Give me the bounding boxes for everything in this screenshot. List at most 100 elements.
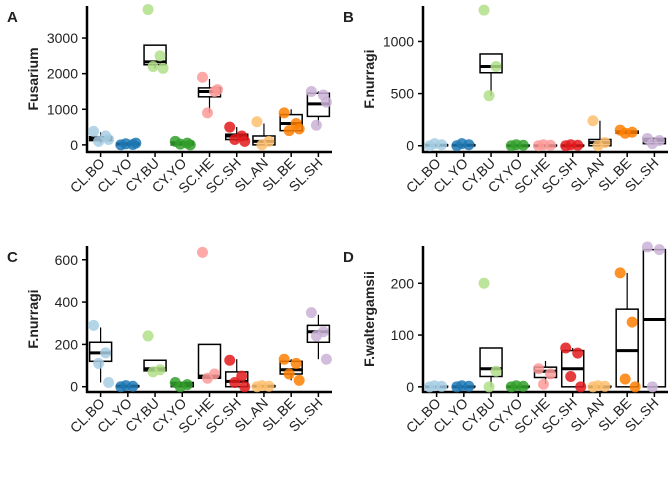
data-point: [236, 370, 248, 382]
data-point: [239, 135, 251, 147]
data-point: [545, 368, 556, 380]
box: [479, 347, 503, 378]
data-point: [103, 376, 115, 388]
data-point: [147, 61, 159, 73]
data-point: [290, 357, 302, 369]
data-point: [93, 357, 105, 369]
data-point: [587, 115, 599, 127]
y-tick-label: 2000: [47, 66, 78, 82]
data-point: [174, 381, 186, 393]
data-point: [310, 330, 322, 342]
data-point: [646, 381, 658, 393]
y-tick-label: 400: [55, 294, 79, 310]
y-tick-label: 1000: [383, 33, 414, 49]
data-point: [130, 137, 142, 149]
data-point: [305, 85, 317, 97]
data-point: [256, 139, 268, 151]
data-point: [456, 138, 468, 150]
data-point: [100, 347, 112, 359]
data-point: [626, 316, 638, 328]
data-point: [510, 139, 522, 151]
data-point: [614, 267, 626, 279]
data-point: [93, 135, 105, 147]
panel-label: D: [343, 249, 354, 266]
box: [615, 308, 639, 388]
data-point: [157, 62, 169, 74]
data-point: [490, 60, 502, 72]
data-point: [229, 376, 241, 388]
data-point: [202, 372, 213, 384]
data-point: [142, 4, 154, 16]
data-point: [592, 140, 604, 152]
data-point: [239, 381, 251, 393]
data-point: [575, 381, 587, 393]
data-point: [320, 353, 332, 365]
y-axis-title: F.nurragi: [25, 289, 41, 348]
data-point: [572, 347, 584, 359]
y-tick-label: 100: [391, 327, 415, 343]
data-point: [429, 138, 441, 150]
data-point: [478, 4, 490, 16]
data-point: [88, 319, 100, 331]
panel-label: C: [7, 249, 18, 266]
data-point: [483, 90, 495, 102]
y-tick-label: 500: [391, 86, 415, 102]
data-point: [293, 374, 305, 386]
data-point: [142, 330, 154, 342]
data-point: [147, 366, 159, 378]
data-point: [619, 127, 631, 139]
data-point: [429, 380, 441, 392]
data-point: [197, 71, 208, 83]
data-point: [174, 138, 186, 150]
data-point: [283, 125, 295, 137]
box: [306, 324, 331, 344]
y-axis-title: Fusarium: [25, 47, 41, 110]
data-point: [565, 139, 577, 151]
data-point: [224, 354, 236, 366]
panel-label: A: [7, 9, 18, 26]
data-point: [478, 277, 490, 289]
data-point: [565, 370, 577, 382]
y-tick-label: 600: [55, 252, 79, 268]
data-point: [538, 139, 549, 151]
data-point: [184, 139, 196, 151]
y-tick-label: 200: [391, 275, 415, 291]
data-point: [278, 107, 290, 119]
data-point: [538, 378, 549, 390]
box: [479, 53, 503, 74]
y-axis-title: F.nurragi: [361, 49, 377, 108]
y-tick-label: 200: [55, 336, 79, 352]
data-point: [103, 134, 115, 146]
data-point: [88, 125, 100, 137]
data-point: [592, 380, 604, 392]
data-point: [646, 138, 658, 150]
data-point: [120, 380, 132, 392]
y-tick-label: 0: [406, 379, 414, 395]
data-point: [293, 123, 305, 135]
data-point: [154, 50, 166, 62]
data-point: [202, 107, 213, 119]
data-point: [653, 244, 665, 256]
data-point: [456, 380, 468, 392]
data-point: [197, 246, 208, 258]
y-tick-label: 0: [70, 379, 78, 395]
data-point: [641, 241, 653, 253]
data-point: [283, 368, 295, 380]
y-tick-label: 1000: [47, 101, 78, 117]
data-point: [305, 307, 317, 319]
data-point: [320, 96, 332, 108]
data-point: [256, 380, 268, 392]
data-point: [310, 119, 322, 131]
data-point: [619, 373, 631, 385]
y-tick-label: 0: [70, 137, 78, 153]
data-point: [560, 342, 572, 354]
data-point: [229, 134, 241, 146]
data-point: [490, 365, 502, 377]
data-point: [224, 121, 236, 133]
data-point: [629, 381, 641, 393]
data-point: [533, 363, 544, 375]
data-point: [120, 138, 132, 150]
data-point: [278, 353, 290, 365]
data-point: [212, 84, 223, 96]
